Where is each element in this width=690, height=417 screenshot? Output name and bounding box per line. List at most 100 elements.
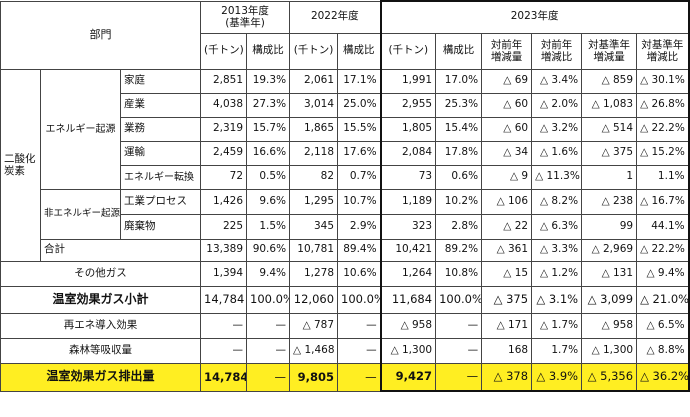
table-row: 廃棄物 225 1.5% 345 2.9% 323 2.8% △ 22 △ 6.… bbox=[1, 213, 690, 240]
yoy-rate: △ 1.6% bbox=[531, 140, 583, 166]
ratio-2013: 16.6% bbox=[246, 140, 291, 166]
ratio-2023: 10.8% bbox=[435, 260, 483, 287]
ratio-2013: — bbox=[246, 362, 291, 392]
value-2023: 73 bbox=[379, 164, 437, 190]
sector-name: 廃棄物 bbox=[119, 213, 202, 240]
yoy-amount: △ 171 bbox=[481, 312, 533, 339]
base-rate: △ 26.8% bbox=[636, 92, 690, 118]
value-2022: 2,118 bbox=[289, 140, 339, 166]
table-row: 業務 2,319 15.7% 1,865 15.5% 1,805 15.4% △… bbox=[1, 116, 690, 142]
ratio-2022: — bbox=[337, 312, 382, 339]
yoy-amount: △ 60 bbox=[481, 92, 533, 118]
header-unit-2023: (千トン) bbox=[379, 32, 437, 70]
value-2013: 4,038 bbox=[200, 92, 248, 118]
ratio-2013: 9.4% bbox=[246, 260, 291, 287]
value-2022: 2,061 bbox=[289, 68, 339, 94]
value-2023: 2,084 bbox=[379, 140, 437, 166]
base-amount: △ 375 bbox=[581, 140, 638, 166]
table-row: 二酸化 炭素 エネルギー起源 家庭 2,851 19.3% 2,061 17.1… bbox=[0, 68, 690, 262]
ratio-2022: 0.7% bbox=[337, 164, 382, 190]
base-rate: 44.1% bbox=[636, 213, 690, 240]
ratio-2023: 10.2% bbox=[435, 188, 483, 215]
value-2022: 3,014 bbox=[289, 92, 339, 118]
yoy-rate: △ 3.9% bbox=[531, 362, 583, 392]
co2-label-line2: 炭素 bbox=[4, 165, 25, 177]
header-base-rate-line2: 増減比 bbox=[646, 51, 679, 63]
yoy-rate: △ 3.2% bbox=[531, 116, 583, 142]
sector-name: 産業 bbox=[119, 92, 202, 118]
base-amount: △ 1,083 bbox=[581, 92, 638, 118]
ratio-2013: 9.6% bbox=[246, 188, 291, 215]
other-gas-row: その他ガス 1,394 9.4% 1,278 10.6% 1,264 10.8%… bbox=[0, 260, 690, 287]
yoy-amount: △ 22 bbox=[481, 213, 533, 240]
yoy-rate: △ 1.2% bbox=[531, 260, 583, 287]
base-amount: △ 2,969 bbox=[581, 238, 638, 262]
header-base-amount-line1: 対基準年 bbox=[588, 38, 631, 51]
base-rate: △ 9.4% bbox=[636, 260, 690, 287]
forest-absorption-label: 森林等吸収量 bbox=[0, 337, 202, 364]
header-ratio-2022: 構成比 bbox=[337, 32, 382, 70]
base-rate: △ 6.5% bbox=[636, 312, 690, 339]
ratio-2023: 0.6% bbox=[435, 164, 483, 190]
forest-absorption-row: 森林等吸収量 — — △ 1,468 — △ 1,300 — 168 1.7% … bbox=[0, 337, 690, 364]
table-row: 非エネルギー起源 工業プロセス 1,426 9.6% 1,295 10.7% 1… bbox=[1, 188, 690, 240]
value-2013: 72 bbox=[200, 164, 248, 190]
value-2013: 2,319 bbox=[200, 116, 248, 142]
ratio-2013: — bbox=[246, 312, 291, 339]
yoy-amount: △ 9 bbox=[481, 164, 533, 190]
ratio-2013: 1.5% bbox=[246, 213, 291, 240]
co2-label-line1: 二酸化 bbox=[4, 152, 36, 165]
yoy-amount: △ 375 bbox=[481, 285, 533, 314]
value-2013: 14,784 bbox=[200, 285, 248, 314]
value-2023: 1,805 bbox=[379, 116, 437, 142]
ratio-2023: 100.0% bbox=[435, 285, 483, 314]
value-2013: 1,426 bbox=[200, 188, 248, 215]
header-yoy-amount-line1: 対前年 bbox=[490, 38, 523, 51]
value-2023: 1,264 bbox=[379, 260, 437, 287]
value-2022: 9,805 bbox=[289, 362, 339, 392]
header-base-rate-line1: 対基準年 bbox=[641, 38, 684, 51]
ratio-2022: 25.0% bbox=[337, 92, 382, 118]
renewable-effect-row: 再エネ導入効果 — — △ 787 — △ 958 — △ 171 △ 1.7%… bbox=[0, 312, 690, 339]
sector-name: 業務 bbox=[119, 116, 202, 142]
ratio-2023: — bbox=[435, 337, 483, 364]
base-rate: 1.1% bbox=[636, 164, 690, 190]
base-rate: △ 22.2% bbox=[636, 238, 690, 262]
header-yoy-amount-line2: 増減量 bbox=[490, 51, 523, 63]
co2-total-row: 合計 13,389 90.6% 10,781 89.4% 10,421 89.2… bbox=[1, 238, 690, 262]
ratio-2013: 100.0% bbox=[246, 285, 291, 314]
header-yoy-rate: 対前年 増減比 bbox=[531, 32, 583, 70]
value-2022: 82 bbox=[289, 164, 339, 190]
yoy-rate: △ 8.2% bbox=[531, 188, 583, 215]
header-unit-2013: (千トン) bbox=[200, 32, 248, 70]
base-rate: △ 22.2% bbox=[636, 116, 690, 142]
value-2023: △ 958 bbox=[379, 312, 437, 339]
yoy-amount: △ 15 bbox=[481, 260, 533, 287]
yoy-rate: △ 2.0% bbox=[531, 92, 583, 118]
ratio-2023: 17.0% bbox=[435, 68, 483, 94]
header-base-amount: 対基準年 増減量 bbox=[581, 32, 638, 70]
yoy-amount: △ 361 bbox=[481, 238, 533, 262]
header-category: 部門 bbox=[0, 0, 202, 70]
ratio-2013: 90.6% bbox=[246, 238, 291, 262]
value-2013: — bbox=[200, 337, 248, 364]
value-2023: 2,955 bbox=[379, 92, 437, 118]
value-2022: △ 787 bbox=[289, 312, 339, 339]
ratio-2023: 25.3% bbox=[435, 92, 483, 118]
yoy-rate: △ 3.4% bbox=[531, 68, 583, 94]
ghg-total-label: 温室効果ガス排出量 bbox=[0, 362, 202, 392]
value-2022: 1,865 bbox=[289, 116, 339, 142]
header-yoy-rate-line2: 増減比 bbox=[540, 51, 573, 63]
co2-total-label: 合計 bbox=[39, 238, 202, 262]
base-rate: △ 8.8% bbox=[636, 337, 690, 364]
header-base-amount-line2: 増減量 bbox=[593, 51, 625, 63]
ratio-2022: 10.6% bbox=[337, 260, 382, 287]
ratio-2022: — bbox=[337, 337, 382, 364]
yoy-rate: △ 11.3% bbox=[531, 164, 583, 190]
ratio-2023: 15.4% bbox=[435, 116, 483, 142]
header-yoy-amount: 対前年 増減量 bbox=[481, 32, 533, 70]
ghg-total-row: 温室効果ガス排出量 14,784 — 9,805 — 9,427 — △ 378… bbox=[0, 362, 690, 392]
ratio-2022: 15.5% bbox=[337, 116, 382, 142]
ratio-2023: 2.8% bbox=[435, 213, 483, 240]
other-gas-label: その他ガス bbox=[0, 260, 202, 287]
